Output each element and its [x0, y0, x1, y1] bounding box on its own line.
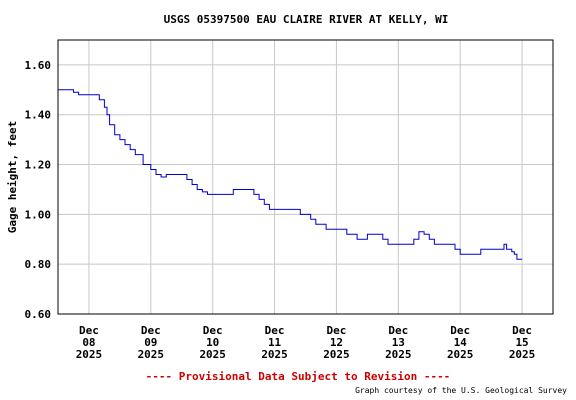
x-tick-month: Dec	[265, 324, 285, 337]
x-tick-month: Dec	[512, 324, 532, 337]
chart-title: USGS 05397500 EAU CLAIRE RIVER AT KELLY,…	[164, 13, 449, 26]
x-axis-ticks: Dec082025Dec092025Dec102025Dec112025Dec1…	[76, 324, 536, 361]
y-tick-label: 0.80	[25, 258, 52, 271]
y-tick-label: 0.60	[25, 308, 52, 321]
x-tick-month: Dec	[388, 324, 408, 337]
x-tick-day: 09	[144, 336, 157, 349]
x-tick-year: 2025	[76, 348, 103, 361]
x-tick-year: 2025	[509, 348, 536, 361]
x-tick-month: Dec	[203, 324, 223, 337]
x-tick-day: 10	[206, 336, 219, 349]
x-tick-day: 14	[454, 336, 468, 349]
gage-height-line	[58, 89, 523, 260]
x-tick-day: 11	[268, 336, 282, 349]
plot-frame	[57, 39, 554, 315]
x-tick-year: 2025	[447, 348, 474, 361]
x-tick-month: Dec	[327, 324, 347, 337]
y-tick-label: 1.60	[25, 59, 52, 72]
x-tick-year: 2025	[261, 348, 288, 361]
x-tick-day: 08	[82, 336, 95, 349]
x-tick-day: 12	[330, 336, 343, 349]
x-tick-year: 2025	[323, 348, 350, 361]
x-tick-day: 13	[392, 336, 405, 349]
y-tick-label: 1.40	[25, 109, 52, 122]
x-tick-month: Dec	[450, 324, 470, 337]
x-tick-year: 2025	[138, 348, 165, 361]
x-tick-day: 15	[515, 336, 528, 349]
provisional-notice: ---- Provisional Data Subject to Revisio…	[146, 370, 451, 383]
x-tick-year: 2025	[199, 348, 226, 361]
series-layer	[58, 89, 523, 260]
y-tick-label: 1.00	[25, 208, 52, 221]
y-axis-label: Gage height, feet	[6, 121, 19, 234]
y-tick-label: 1.20	[25, 159, 52, 172]
x-tick-month: Dec	[141, 324, 161, 337]
usgs-credit: Graph courtesy of the U.S. Geological Su…	[355, 386, 567, 395]
x-tick-month: Dec	[79, 324, 99, 337]
x-tick-year: 2025	[385, 348, 412, 361]
y-axis-ticks: 0.60 0.80 1.00 1.20 1.40 1.60	[25, 59, 52, 321]
